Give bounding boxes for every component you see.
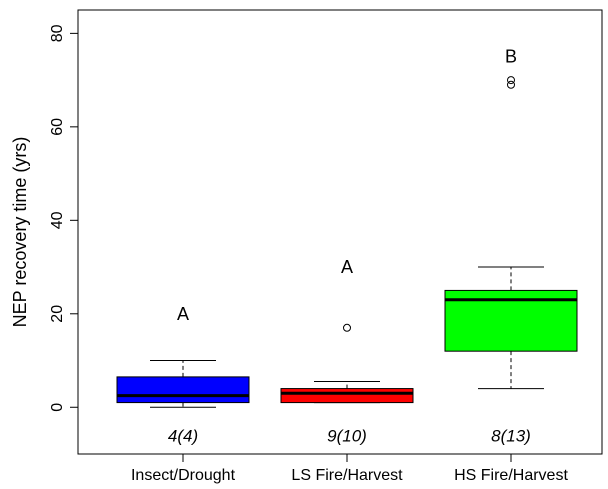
x-tick-label-3: HS Fire/Harvest [454, 467, 568, 484]
outlier-point-2 [507, 76, 515, 85]
outlier-point-1 [507, 80, 515, 89]
outlier-point-1 [343, 323, 351, 332]
box-iqr [116, 376, 250, 404]
x-tick-label-2: LS Fire/Harvest [291, 467, 403, 484]
x-axis: Insect/Drought LS Fire/Harvest HS Fire/Har… [131, 454, 568, 484]
x-tick-label-1: Insect/Drought [131, 467, 236, 484]
y-tick-label-3: 60 [49, 118, 66, 136]
y-tick-label-2: 40 [49, 211, 66, 229]
sample-size-label: 8(13) [491, 426, 531, 445]
box-group-3: B 8(13) [444, 47, 578, 445]
plot-frame [77, 9, 603, 455]
y-axis: 0 20 40 60 80 [49, 24, 78, 412]
significance-letter: A [177, 304, 189, 324]
significance-letter: B [505, 47, 517, 67]
y-axis-label: NEP recovery time (yrs) [10, 137, 30, 328]
significance-letter: A [341, 257, 353, 277]
y-tick-label-0: 0 [49, 403, 66, 412]
sample-size-label: 4(4) [168, 426, 198, 445]
box-group-1: A 4(4) [116, 304, 250, 445]
boxes-layer: A 4(4) A 9(10) B 8(13) [116, 47, 578, 445]
y-tick-label-1: 20 [49, 305, 66, 323]
box-group-2: A 9(10) [280, 257, 414, 445]
sample-size-label: 9(10) [327, 426, 367, 445]
box-iqr [280, 388, 414, 404]
y-tick-label-4: 80 [49, 24, 66, 42]
